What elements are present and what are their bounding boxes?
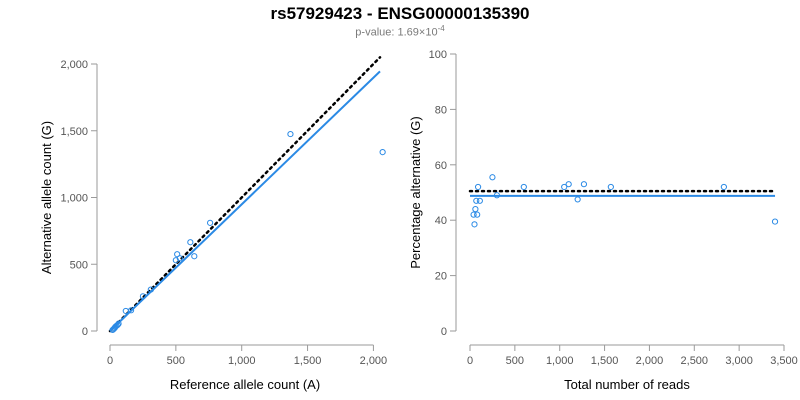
x-tick-label: 1,500 (591, 355, 619, 367)
x-tick-label: 2,000 (636, 355, 664, 367)
data-point (493, 192, 501, 199)
data-point (476, 197, 483, 204)
y-tick-label: 40 (435, 215, 447, 227)
data-point (115, 320, 122, 327)
data-point (187, 239, 194, 246)
x-tick-label: 500 (506, 355, 524, 367)
allele-count-scatter-plot: 0 500 1,000 1,500 2,000 Reference allele coun… (39, 56, 388, 392)
x-tick-label: 1,000 (546, 355, 574, 367)
x-tick-label: 0 (467, 355, 473, 367)
x-axis-label: Reference allele count (A) (170, 377, 320, 392)
x-tick-label: 3,500 (770, 355, 798, 367)
data-point (473, 197, 480, 204)
data-point (206, 219, 214, 226)
y-tick-label: 0 (441, 326, 447, 338)
y-tick-label: 0 (82, 326, 88, 338)
x-tick-label: 2,500 (681, 355, 709, 367)
x-tick-label: 1,500 (294, 355, 322, 367)
percentage-alternative-scatter-plot: 0 500 1,000 1,500 2,000 2,500 3,000 3,500 Total … (408, 49, 798, 392)
data-point (474, 183, 482, 191)
pvalue-exponent: -4 (437, 24, 445, 33)
data-point (122, 307, 129, 315)
x-tick-label: 1,000 (228, 355, 256, 367)
fitted-regression-line (109, 70, 381, 332)
data-point (472, 206, 479, 213)
y-tick-label: 80 (435, 104, 447, 116)
data-point (580, 181, 588, 188)
data-point (561, 183, 568, 191)
y-axis-label: Alternative allele count (G) (39, 121, 54, 274)
y-axis-label: Percentage alternative (G) (408, 116, 423, 268)
x-tick-label: 2,000 (360, 355, 388, 367)
data-point (474, 211, 481, 218)
data-point (565, 181, 572, 188)
data-point (771, 218, 779, 225)
data-point (287, 130, 294, 138)
y-tick-label: 1,000 (60, 193, 88, 205)
y-tick-label: 1,500 (60, 126, 88, 138)
data-point (520, 183, 527, 191)
data-point (379, 149, 386, 156)
y-tick-label: 2,000 (60, 59, 88, 71)
x-tick-label: 0 (107, 355, 113, 367)
x-axis-label: Total number of reads (564, 377, 690, 392)
data-point (114, 321, 121, 329)
x-tick-label: 500 (167, 355, 185, 367)
data-point (139, 293, 147, 300)
data-point (720, 183, 727, 191)
y-tick-label: 100 (429, 49, 447, 61)
data-point (574, 196, 581, 203)
pvalue-label: p-value: 1.69×10 (355, 26, 438, 39)
data-point (176, 255, 183, 262)
expected-ratio-dotted-line (108, 56, 382, 333)
data-point (607, 183, 614, 191)
data-point (147, 286, 154, 293)
data-point (470, 211, 477, 218)
data-point (471, 221, 478, 228)
y-tick-label: 60 (435, 160, 447, 172)
chart-subtitle: p-value: 1.69×10-4 (0, 24, 800, 39)
data-point (489, 174, 496, 181)
chart-title: rs57929423 - ENSG00000135390 (270, 4, 530, 23)
y-tick-label: 500 (70, 259, 88, 271)
data-point (191, 253, 198, 260)
data-point (127, 307, 135, 314)
y-tick-label: 20 (435, 271, 447, 283)
x-tick-label: 3,000 (725, 355, 753, 367)
